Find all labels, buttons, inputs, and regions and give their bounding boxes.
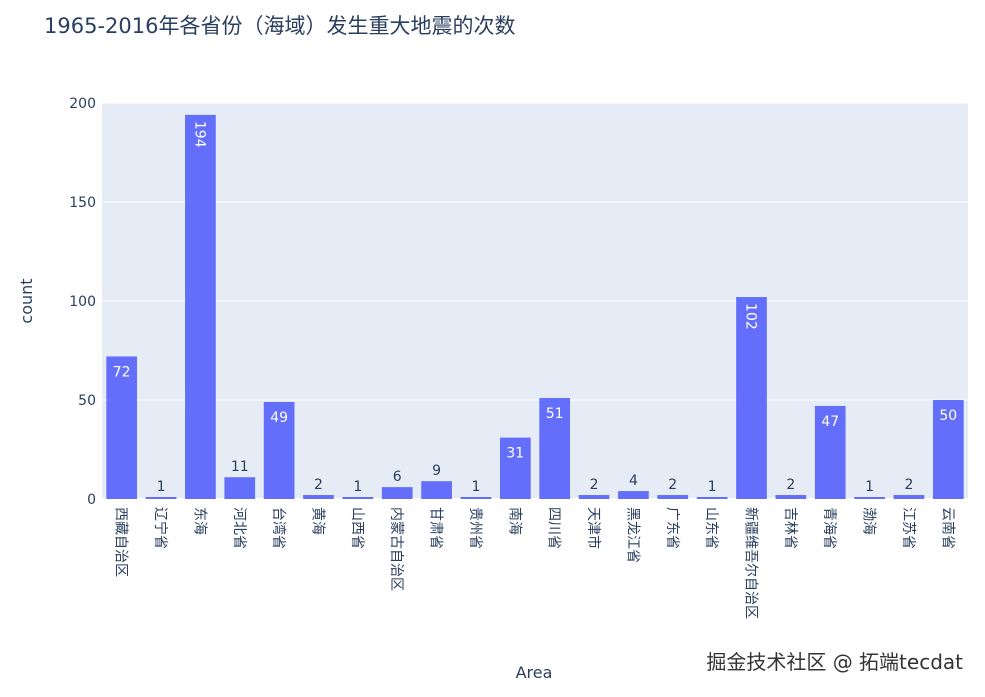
bar-value-label: 50 (939, 408, 957, 424)
y-tick-label: 50 (78, 393, 96, 409)
bar-value-label: 1 (157, 479, 166, 495)
bars: 72 1 194 11 49 2 1 6 9 1 31 51 2 4 2 1 102 2 47 1 2 50 (106, 114, 964, 499)
bar[interactable] (342, 497, 374, 499)
bar-value-label: 1 (708, 479, 717, 495)
watermark-text: 掘金技术社区 @ 拓端tecdat (706, 650, 963, 674)
x-tick-label: 黑龙江省 (624, 507, 640, 563)
bar[interactable] (775, 495, 807, 499)
bar-value-label: 1 (471, 479, 480, 495)
x-tick-label: 南海 (506, 507, 522, 535)
x-tick-label: 西藏自治区 (113, 507, 129, 577)
bar-value-label: 2 (590, 477, 599, 493)
x-tick-label: 东海 (191, 507, 207, 535)
bar-value-label: 51 (546, 406, 564, 422)
x-tick-label: 山东省 (703, 507, 719, 549)
x-tick-label: 辽宁省 (152, 507, 169, 549)
x-tick-label: 渤海 (861, 507, 877, 535)
x-tick-label: 甘肃省 (428, 507, 444, 549)
bar[interactable] (736, 297, 767, 499)
bar-value-label: 4 (629, 473, 638, 489)
x-tick-label: 吉林省 (782, 507, 798, 549)
x-tick-label: 山西省 (349, 507, 365, 549)
bar-value-label: 1 (865, 479, 874, 495)
bar[interactable] (578, 495, 610, 499)
y-axis-title: count (17, 278, 36, 323)
y-tick-label: 100 (69, 294, 96, 310)
bar-value-label: 72 (113, 364, 131, 380)
x-tick-label: 河北省 (231, 507, 247, 549)
bar-value-label: 2 (786, 477, 795, 493)
bar[interactable] (696, 497, 728, 499)
bar[interactable] (657, 495, 689, 499)
x-axis-ticks: 西藏自治区 辽宁省 东海 河北省 台湾省 黄海 山西省 内蒙古自治区 甘肃省 贵州省 南海 四川省 天津… (113, 507, 956, 619)
bar[interactable] (381, 487, 413, 499)
bar-value-label: 2 (668, 477, 677, 493)
chart-title: 1965-2016年各省份（海域）发生重大地震的次数 (44, 14, 515, 38)
bar-value-label: 6 (393, 469, 402, 485)
bar[interactable] (539, 398, 571, 499)
y-tick-label: 150 (69, 195, 96, 211)
bar[interactable] (618, 491, 649, 499)
bar-value-label: 2 (904, 477, 913, 493)
bar-value-label: 49 (270, 410, 288, 426)
x-tick-label: 青海省 (821, 507, 837, 549)
bar[interactable] (893, 495, 925, 499)
bar-value-label: 31 (506, 446, 524, 462)
bar[interactable] (932, 400, 964, 499)
bar-value-label: 102 (743, 303, 759, 330)
x-tick-label: 贵州省 (467, 507, 483, 549)
bar-value-label: 9 (432, 463, 441, 479)
bar[interactable] (263, 401, 295, 499)
bar[interactable] (185, 114, 216, 499)
bar-value-label: 194 (191, 121, 207, 148)
bar[interactable] (421, 481, 452, 499)
y-tick-label: 0 (87, 492, 96, 508)
y-tick-label: 200 (69, 96, 96, 112)
bar[interactable] (460, 497, 492, 499)
x-tick-label: 云南省 (939, 507, 955, 549)
x-tick-label: 四川省 (546, 507, 562, 549)
bar[interactable] (499, 437, 531, 499)
x-tick-label: 新疆维吾尔自治区 (743, 507, 759, 619)
bar[interactable] (145, 497, 177, 499)
bar[interactable] (224, 477, 256, 499)
x-tick-label: 内蒙古自治区 (388, 507, 404, 591)
x-axis-title: Area (516, 663, 553, 682)
x-tick-label: 广东省 (664, 507, 680, 549)
bar[interactable] (814, 405, 846, 499)
bar-value-label: 1 (353, 479, 362, 495)
y-axis-ticks: 0 50 100 150 200 (69, 96, 96, 508)
x-tick-label: 江苏省 (900, 507, 916, 549)
bar-value-label: 47 (821, 414, 839, 430)
bar[interactable] (106, 356, 138, 499)
x-tick-label: 黄海 (310, 507, 327, 535)
x-tick-label: 台湾省 (270, 507, 287, 549)
bar-value-label: 11 (231, 459, 249, 475)
bar[interactable] (303, 495, 334, 499)
bar[interactable] (854, 497, 885, 499)
x-tick-label: 天津市 (585, 507, 602, 549)
bar-value-label: 2 (314, 477, 323, 493)
